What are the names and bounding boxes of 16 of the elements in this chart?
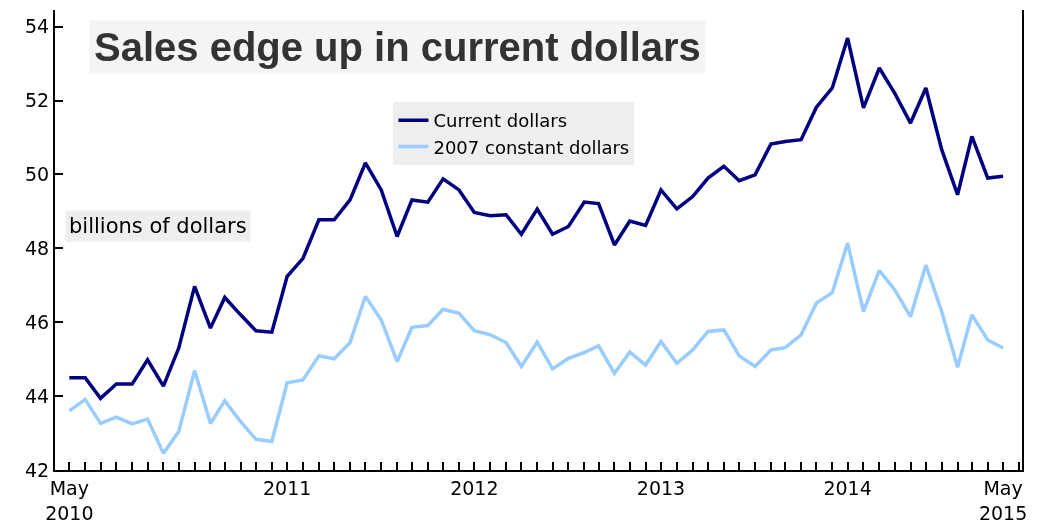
y-axis-title: billions of dollars <box>69 214 247 238</box>
y-tick-label: 52 <box>25 89 50 112</box>
y-tick-label: 54 <box>25 15 50 38</box>
x-tick-label: 2012 <box>450 476 499 499</box>
x-tick-label: 2011 <box>262 476 312 499</box>
x-tick-label: 2014 <box>823 476 872 499</box>
x-tick-label: May 2015 <box>978 476 1028 524</box>
line-series <box>67 241 1005 456</box>
y-tick-label: 48 <box>25 236 50 259</box>
x-tick-label: 2013 <box>636 476 686 499</box>
legend-label: 2007 constant dollars <box>433 136 630 158</box>
y-tick-label: 50 <box>25 163 50 186</box>
legend-label: Current dollars <box>433 110 568 132</box>
chart-title: Sales edge up in current dollars <box>94 25 701 69</box>
y-tick-label: 46 <box>25 310 50 333</box>
y-tick-label: 44 <box>25 384 50 407</box>
